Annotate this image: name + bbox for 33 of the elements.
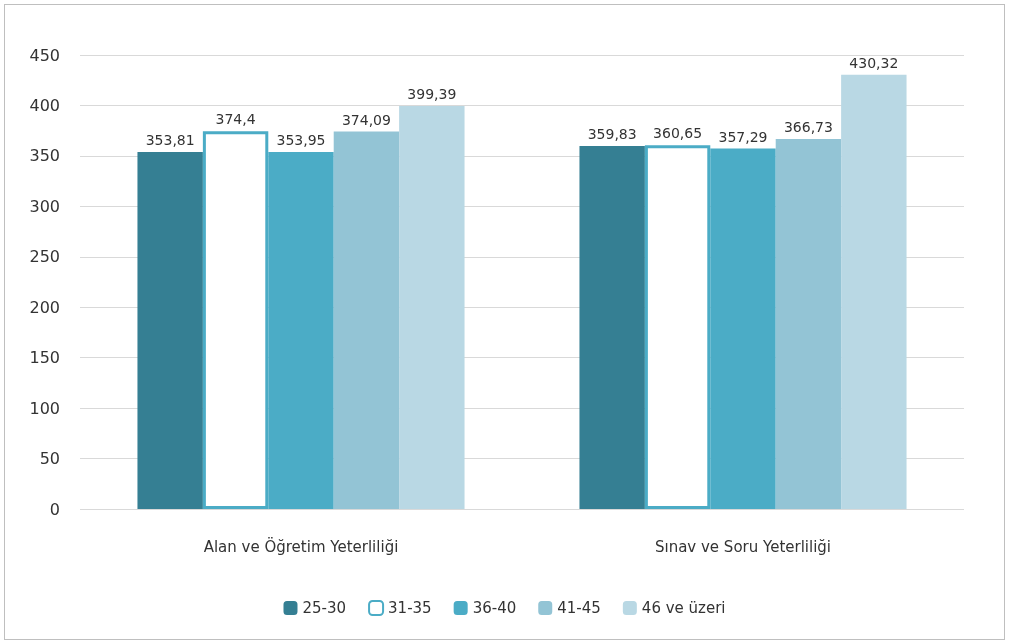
x-tick-label: Sınav ve Soru Yeterliliği xyxy=(654,537,832,556)
bar xyxy=(841,74,907,509)
y-tick-label: 150 xyxy=(29,348,60,368)
bar xyxy=(579,145,645,509)
data-label: 357,29 xyxy=(718,128,768,145)
data-label: 353,81 xyxy=(145,132,195,149)
y-tick-label: 100 xyxy=(29,398,60,418)
y-tick-label: 400 xyxy=(29,95,60,115)
y-tick-label: 50 xyxy=(39,449,60,469)
legend-label: 41-45 xyxy=(557,599,601,617)
data-label: 359,83 xyxy=(587,125,637,142)
legend-label: 31-35 xyxy=(388,599,432,617)
y-tick-label: 450 xyxy=(29,45,60,65)
data-label: 430,32 xyxy=(849,54,899,71)
data-label: 374,09 xyxy=(341,111,391,128)
data-label: 374,4 xyxy=(215,111,256,128)
legend-label: 25-30 xyxy=(302,599,347,617)
y-tick-label: 200 xyxy=(29,297,60,317)
y-tick-label: 250 xyxy=(29,247,60,267)
x-tick-label: Alan ve Öğretim Yeterliliği xyxy=(203,536,399,556)
y-tick-label: 0 xyxy=(49,499,60,519)
bar xyxy=(137,152,203,509)
legend-label: 46 ve üzeri xyxy=(641,599,726,617)
data-label: 360,65 xyxy=(653,125,703,142)
bar xyxy=(399,106,465,509)
legend-label: 36-40 xyxy=(472,599,517,617)
bar xyxy=(775,139,842,509)
y-tick-label: 300 xyxy=(29,196,60,216)
data-label: 399,39 xyxy=(407,86,457,103)
y-tick-label: 350 xyxy=(29,146,60,166)
data-label: 366,73 xyxy=(783,119,833,136)
bar xyxy=(333,131,400,509)
data-label: 353,95 xyxy=(276,131,326,148)
